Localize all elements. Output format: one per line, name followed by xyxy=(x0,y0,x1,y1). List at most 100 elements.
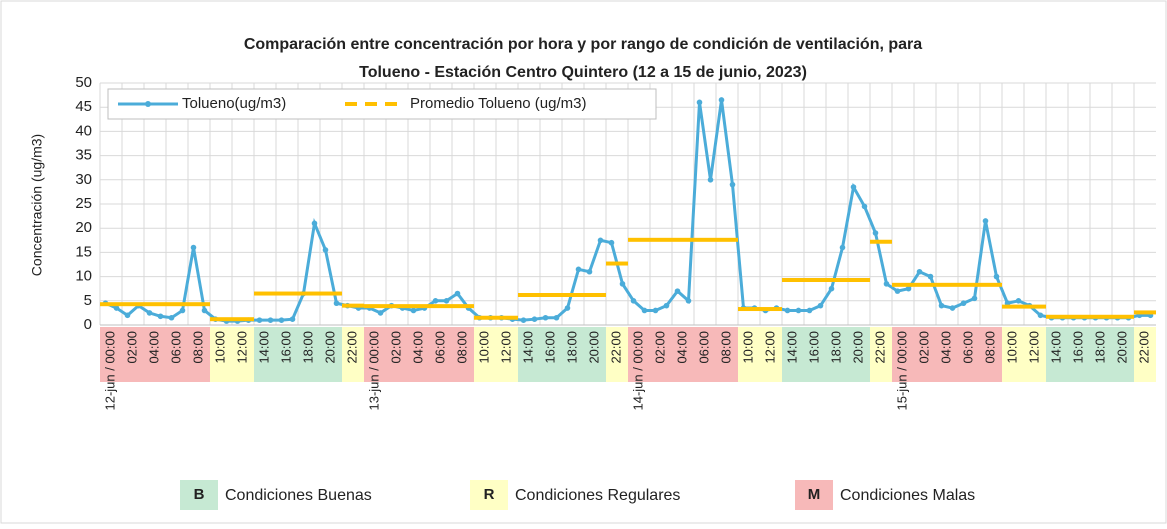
point xyxy=(168,314,175,321)
condition-band xyxy=(364,327,386,382)
point xyxy=(113,305,120,311)
x-tick-label: 16:00 xyxy=(1070,331,1085,364)
condition-band xyxy=(562,327,584,382)
condition-swatch xyxy=(795,480,833,510)
condition-band xyxy=(1090,327,1112,382)
x-tick-label: 12-jun / 00:00 xyxy=(102,331,117,411)
point xyxy=(201,307,208,314)
y-tick-label: 20 xyxy=(75,219,92,236)
condition-band xyxy=(1068,327,1090,382)
x-tick-label: 04:00 xyxy=(410,331,425,364)
point xyxy=(993,273,1000,280)
condition-band xyxy=(540,327,562,382)
point xyxy=(828,285,835,292)
point xyxy=(278,317,285,323)
point xyxy=(839,244,846,251)
x-tick-label: 20:00 xyxy=(586,331,601,364)
legend-box xyxy=(107,88,657,120)
point xyxy=(817,302,824,309)
x-tick-label: 14:00 xyxy=(520,331,535,364)
y-axis-label: Concentración (ug/m3) xyxy=(29,134,45,276)
point xyxy=(608,239,615,246)
chart-title: Tolueno - Estación Centro Quintero (12 a… xyxy=(359,64,807,81)
condition-swatch xyxy=(470,480,508,510)
point xyxy=(289,316,296,322)
y-tick-label: 10 xyxy=(75,268,92,285)
x-tick-label: 22:00 xyxy=(608,331,623,364)
point xyxy=(850,184,857,190)
point xyxy=(696,99,703,106)
point xyxy=(982,218,989,224)
x-tick-label: 22:00 xyxy=(344,331,359,364)
point xyxy=(938,302,945,309)
condition-band xyxy=(606,327,628,382)
condition-band xyxy=(1024,327,1046,382)
condition-band xyxy=(1002,327,1024,382)
condition-band xyxy=(276,327,298,382)
point xyxy=(949,305,956,311)
condition-band xyxy=(298,327,320,382)
x-tick-label: 18:00 xyxy=(828,331,843,364)
point xyxy=(784,307,791,314)
condition-band xyxy=(474,327,496,382)
x-tick-label: 02:00 xyxy=(916,331,931,364)
condition-band xyxy=(320,327,342,382)
condition-label: Condiciones Regulares xyxy=(515,487,680,504)
x-tick-label: 16:00 xyxy=(542,331,557,364)
point xyxy=(685,298,692,304)
x-tick-label: 04:00 xyxy=(938,331,953,364)
x-tick-label: 02:00 xyxy=(388,331,403,364)
point xyxy=(146,310,153,316)
x-tick-label: 08:00 xyxy=(190,331,205,364)
x-tick-label: 06:00 xyxy=(960,331,975,364)
condition-band xyxy=(188,327,210,382)
point xyxy=(652,307,659,314)
x-tick-label: 12:00 xyxy=(234,331,249,364)
point xyxy=(971,295,978,302)
point xyxy=(410,307,417,314)
condition-band xyxy=(166,327,188,382)
point xyxy=(564,305,571,311)
condition-band xyxy=(144,327,166,382)
x-tick-label: 10:00 xyxy=(740,331,755,364)
legend-point xyxy=(145,101,151,107)
condition-band xyxy=(892,327,914,382)
y-tick-label: 15 xyxy=(75,243,92,260)
point xyxy=(806,307,813,314)
x-tick-label: 14-jun / 00:00 xyxy=(630,331,645,411)
condition-band xyxy=(936,327,958,382)
x-tick-label: 02:00 xyxy=(124,331,139,364)
condition-band xyxy=(584,327,606,382)
x-tick-label: 10:00 xyxy=(476,331,491,364)
condition-band xyxy=(694,327,716,382)
y-tick-label: 25 xyxy=(75,195,92,212)
point xyxy=(542,314,549,321)
x-tick-label: 08:00 xyxy=(718,331,733,364)
condition-band xyxy=(848,327,870,382)
y-tick-label: 30 xyxy=(75,171,92,188)
x-tick-label: 04:00 xyxy=(674,331,689,364)
x-tick-label: 08:00 xyxy=(454,331,469,364)
y-tick-label: 45 xyxy=(75,98,92,115)
condition-band xyxy=(1046,327,1068,382)
point xyxy=(333,300,340,307)
point xyxy=(927,273,934,280)
point xyxy=(795,307,802,314)
point xyxy=(916,268,923,275)
condition-band xyxy=(958,327,980,382)
point xyxy=(157,313,164,320)
legend-label: Tolueno(ug/m3) xyxy=(182,95,286,112)
point xyxy=(707,177,714,183)
point xyxy=(729,181,736,188)
condition-band xyxy=(254,327,276,382)
point xyxy=(641,307,648,314)
point xyxy=(322,247,329,253)
condition-band xyxy=(628,327,650,382)
x-tick-label: 12:00 xyxy=(1026,331,1041,364)
condition-band xyxy=(1134,327,1156,382)
condition-band xyxy=(980,327,1002,382)
point xyxy=(619,281,626,287)
condition-band xyxy=(804,327,826,382)
point xyxy=(960,300,967,307)
condition-band xyxy=(672,327,694,382)
